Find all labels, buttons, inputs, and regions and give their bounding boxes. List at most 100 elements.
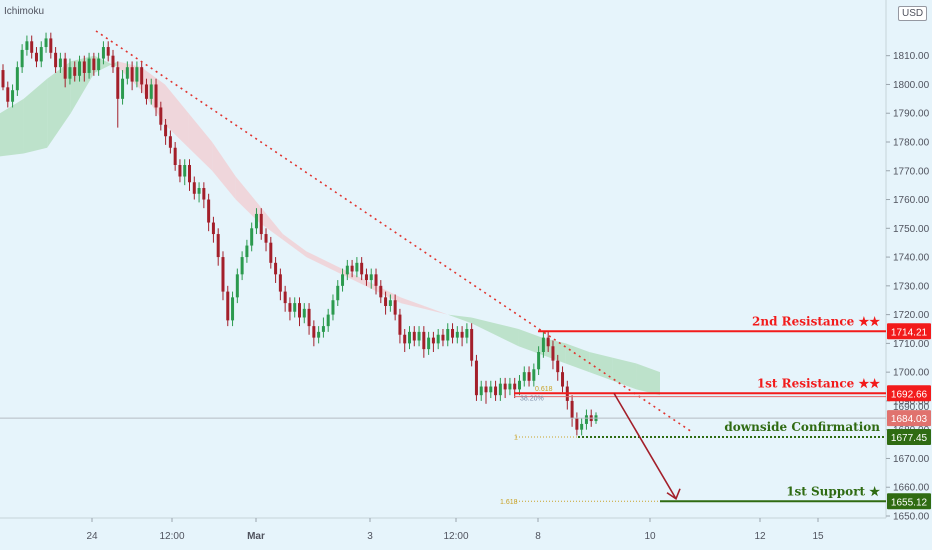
ichimoku-cloud-segment xyxy=(424,305,448,315)
candle-body xyxy=(211,222,215,235)
candle-body xyxy=(216,234,220,258)
candle-body xyxy=(503,383,507,390)
y-tick-label: 1670.00 xyxy=(893,454,930,465)
candle-body xyxy=(226,291,230,321)
candle-body xyxy=(541,337,545,353)
candle-body xyxy=(307,308,311,327)
candle-body xyxy=(331,300,335,315)
candle-body xyxy=(436,334,440,344)
x-tick-label: 3 xyxy=(367,531,373,542)
candle-body xyxy=(149,84,153,99)
x-tick-label: 12:00 xyxy=(443,531,468,542)
candle-body xyxy=(298,303,301,318)
ichimoku-cloud-segment xyxy=(565,343,590,373)
candle-body xyxy=(465,328,469,338)
candle-body xyxy=(173,147,177,166)
candle-body xyxy=(39,47,43,62)
candle-body xyxy=(183,165,187,177)
currency-label[interactable]: USD xyxy=(898,6,928,21)
candle-body xyxy=(484,386,488,393)
y-tick-label: 1690.00 xyxy=(893,402,930,413)
candle-body xyxy=(460,331,464,338)
candle-body xyxy=(532,369,536,381)
candle-body xyxy=(455,331,459,338)
y-tick-label: 1710.00 xyxy=(893,339,930,350)
candle-body xyxy=(58,58,62,68)
indicator-label[interactable]: Ichimoku xyxy=(4,6,45,17)
ichimoku-cloud-segment xyxy=(471,317,495,335)
candle-body xyxy=(494,386,498,396)
candle-body xyxy=(235,274,239,298)
candle-body xyxy=(82,61,86,73)
candle-body xyxy=(474,360,478,396)
price-badge xyxy=(887,385,931,402)
price-badge-text: 1684.03 xyxy=(891,414,928,425)
candle-body xyxy=(68,67,72,79)
candle-body xyxy=(144,84,148,99)
ichimoku-cloud-segment xyxy=(94,55,118,73)
candle-body xyxy=(403,334,407,344)
candle-body xyxy=(360,262,364,275)
candle-body xyxy=(317,331,321,338)
price-badge-text: 1655.12 xyxy=(891,497,928,508)
price-badge xyxy=(887,323,931,340)
candle-body xyxy=(245,245,249,258)
candle-body xyxy=(202,188,206,200)
candle-body xyxy=(11,90,15,102)
price-badge xyxy=(887,429,931,446)
candle-body xyxy=(393,300,397,315)
ichimoku-cloud-segment xyxy=(636,363,660,396)
level-label: 2nd Resistance ★★ xyxy=(752,314,880,328)
candle-body xyxy=(130,67,134,82)
candle-body xyxy=(135,67,139,82)
x-tick-label: 15 xyxy=(812,531,824,542)
candle-body xyxy=(54,52,58,68)
candle-body xyxy=(164,124,168,137)
y-tick-label: 1740.00 xyxy=(893,253,930,264)
x-tick-label: Mar xyxy=(247,531,265,542)
candle-body xyxy=(121,78,125,99)
ichimoku-cloud-segment xyxy=(235,176,260,223)
price-badge-text: 1677.45 xyxy=(891,433,928,444)
y-tick-label: 1760.00 xyxy=(893,195,930,206)
price-badge-text: 1714.21 xyxy=(891,327,928,338)
level-label: 1st Support ★ xyxy=(786,484,880,498)
y-tick-label: 1810.00 xyxy=(893,51,930,62)
y-tick-label: 1700.00 xyxy=(893,368,930,379)
candle-body xyxy=(87,58,91,73)
ichimoku-cloud-segment xyxy=(306,251,330,269)
candle-body xyxy=(345,265,349,275)
ichimoku-cloud-segment xyxy=(212,141,236,200)
candle-body xyxy=(498,383,502,396)
candle-body xyxy=(168,136,172,148)
candle-body xyxy=(556,360,560,373)
candle-body xyxy=(412,331,416,341)
candle-body xyxy=(231,297,235,321)
candle-body xyxy=(584,415,588,424)
ichimoku-cloud-segment xyxy=(518,328,543,355)
candle-body xyxy=(369,274,373,281)
candle-body xyxy=(44,38,48,48)
candle-body xyxy=(551,346,555,361)
y-tick-label: 1690.00 xyxy=(893,396,930,407)
candle-body xyxy=(125,67,129,79)
candle-body xyxy=(575,418,579,430)
candle-body xyxy=(388,300,392,306)
ichimoku-cloud-segment xyxy=(141,67,165,125)
candle-body xyxy=(278,274,282,292)
candle-body xyxy=(254,213,258,229)
candle-body xyxy=(154,84,158,108)
candle-body xyxy=(269,242,273,263)
candle-body xyxy=(431,337,435,344)
x-tick-label: 24 xyxy=(86,531,98,542)
candle-body xyxy=(479,386,483,396)
fib-label: 1.618 xyxy=(500,499,518,506)
ichimoku-cloud-segment xyxy=(282,234,307,258)
candle-body xyxy=(427,337,431,350)
candle-body xyxy=(350,265,354,272)
candle-body xyxy=(355,262,359,272)
candle-body xyxy=(312,326,316,338)
level-label: 1st Resistance ★★ xyxy=(757,376,880,390)
